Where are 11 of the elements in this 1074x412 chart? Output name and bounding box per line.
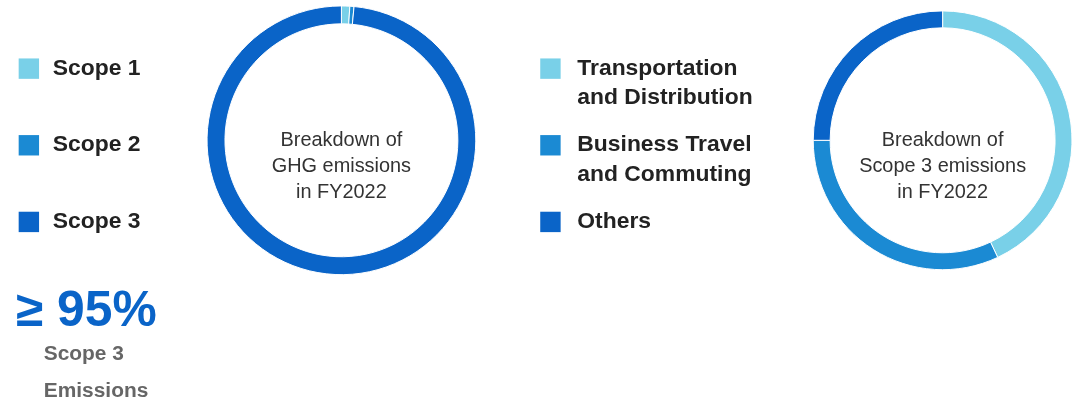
- legend-label: Scope 2: [52, 130, 141, 157]
- text: ≥ 95%: [15, 281, 157, 338]
- legend-label: Scope 1: [52, 53, 141, 80]
- legend-label: Transportation and Distribution: [577, 53, 753, 110]
- text: Scope 3 Emissions: [43, 341, 149, 402]
- legend-label: Scope 3: [52, 206, 141, 233]
- legend-label: Others: [577, 206, 652, 233]
- text: Breakdown of Scope 3 emissions in FY2022: [859, 128, 1027, 203]
- text: Breakdown of GHG emissions in FY2022: [271, 128, 412, 203]
- donut-slice: [206, 5, 477, 276]
- legend-label: Business Travel and Commuting: [577, 130, 752, 187]
